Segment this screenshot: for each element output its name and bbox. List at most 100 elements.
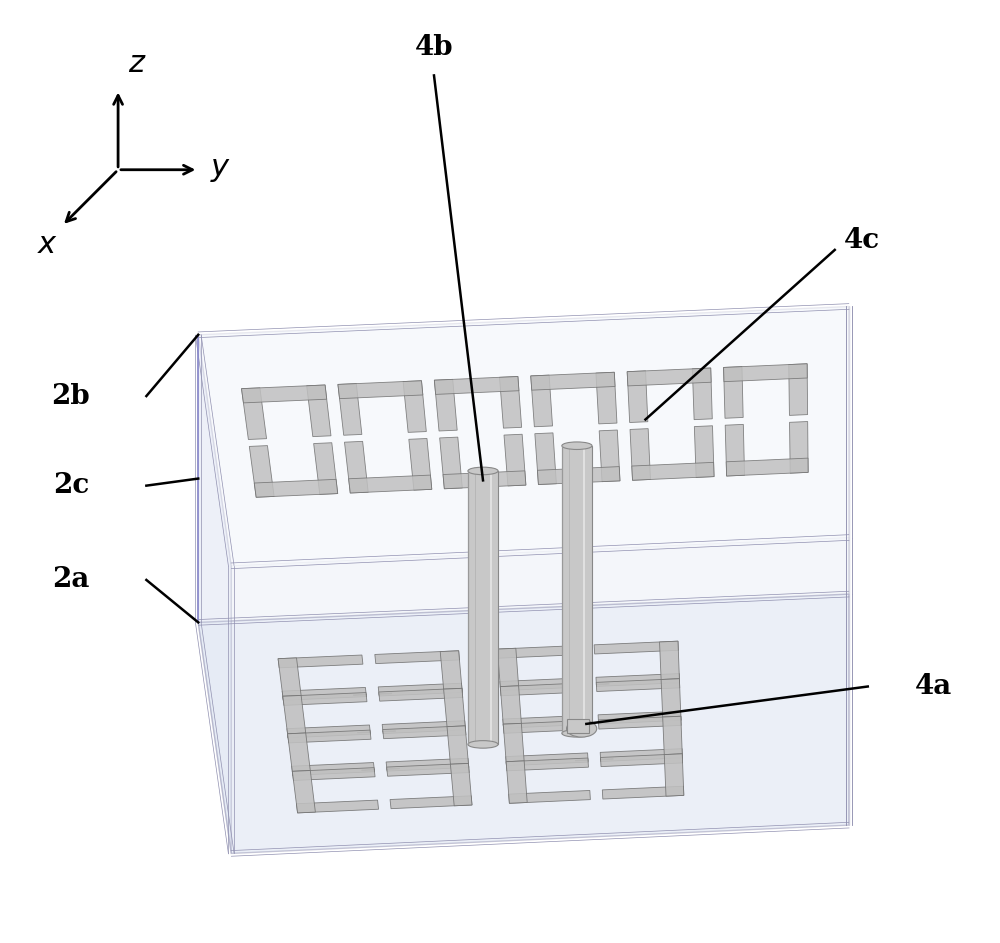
Polygon shape [283, 692, 367, 705]
Polygon shape [292, 768, 375, 781]
Polygon shape [444, 688, 466, 731]
Polygon shape [663, 717, 682, 758]
Polygon shape [598, 721, 611, 722]
Polygon shape [198, 306, 849, 622]
Polygon shape [627, 368, 711, 386]
Polygon shape [358, 732, 370, 733]
Polygon shape [288, 730, 371, 743]
Polygon shape [531, 375, 553, 427]
Polygon shape [600, 749, 682, 762]
Polygon shape [440, 438, 462, 488]
Polygon shape [503, 720, 586, 734]
Ellipse shape [567, 720, 597, 737]
Polygon shape [242, 385, 327, 403]
Ellipse shape [468, 467, 498, 474]
Polygon shape [497, 648, 519, 690]
Text: $y$: $y$ [210, 156, 231, 184]
Ellipse shape [562, 442, 592, 450]
Polygon shape [602, 786, 684, 799]
Polygon shape [573, 722, 586, 723]
Polygon shape [790, 422, 808, 473]
Polygon shape [596, 372, 617, 424]
Text: 4b: 4b [415, 34, 453, 61]
Polygon shape [504, 434, 526, 486]
Polygon shape [694, 425, 714, 477]
Polygon shape [594, 641, 678, 654]
Polygon shape [567, 720, 589, 734]
Polygon shape [596, 673, 680, 687]
Polygon shape [531, 372, 615, 390]
Text: $z$: $z$ [128, 49, 146, 78]
Polygon shape [600, 753, 683, 767]
Text: 2a: 2a [52, 567, 90, 593]
Polygon shape [375, 651, 459, 664]
Polygon shape [632, 462, 714, 480]
Polygon shape [282, 687, 366, 701]
Polygon shape [599, 430, 620, 482]
Polygon shape [450, 764, 472, 806]
Polygon shape [292, 763, 375, 775]
Polygon shape [403, 381, 426, 433]
Polygon shape [443, 471, 526, 488]
Polygon shape [383, 726, 466, 738]
Polygon shape [500, 678, 584, 690]
Polygon shape [314, 443, 338, 494]
Polygon shape [249, 446, 274, 497]
Polygon shape [468, 471, 498, 744]
Polygon shape [630, 429, 650, 480]
Polygon shape [378, 684, 462, 696]
Polygon shape [575, 760, 588, 761]
Polygon shape [601, 758, 613, 760]
Text: 2b: 2b [51, 383, 90, 409]
Polygon shape [338, 384, 362, 436]
Polygon shape [409, 438, 432, 490]
Polygon shape [362, 769, 374, 770]
Polygon shape [503, 716, 586, 728]
Polygon shape [500, 376, 522, 428]
Polygon shape [242, 388, 267, 439]
Polygon shape [231, 538, 849, 853]
Polygon shape [509, 790, 590, 803]
Polygon shape [198, 335, 231, 853]
Polygon shape [724, 364, 807, 382]
Polygon shape [537, 467, 620, 485]
Polygon shape [387, 764, 469, 776]
Polygon shape [500, 683, 584, 696]
Polygon shape [254, 479, 338, 497]
Polygon shape [349, 475, 432, 493]
Text: $x$: $x$ [37, 230, 58, 259]
Polygon shape [692, 368, 712, 420]
Polygon shape [434, 379, 457, 431]
Polygon shape [307, 385, 331, 437]
Text: 4a: 4a [915, 673, 952, 700]
Polygon shape [278, 658, 302, 701]
Polygon shape [382, 720, 466, 734]
Polygon shape [386, 758, 469, 771]
Polygon shape [562, 446, 592, 734]
Polygon shape [506, 753, 588, 766]
Polygon shape [627, 371, 648, 422]
Polygon shape [506, 761, 527, 803]
Polygon shape [296, 800, 379, 813]
Polygon shape [353, 694, 366, 695]
Polygon shape [434, 376, 519, 394]
Polygon shape [506, 758, 588, 770]
Polygon shape [660, 641, 680, 684]
Polygon shape [503, 723, 524, 766]
Polygon shape [440, 651, 462, 693]
Polygon shape [383, 731, 396, 732]
Polygon shape [661, 679, 681, 721]
Polygon shape [283, 695, 306, 737]
Polygon shape [500, 686, 522, 728]
Polygon shape [789, 364, 808, 416]
Polygon shape [379, 688, 463, 702]
Polygon shape [535, 433, 556, 485]
Text: 2c: 2c [54, 472, 90, 499]
Polygon shape [571, 685, 584, 686]
Polygon shape [725, 424, 745, 476]
Polygon shape [596, 684, 609, 685]
Polygon shape [390, 796, 472, 809]
Polygon shape [287, 725, 370, 737]
Polygon shape [598, 711, 681, 724]
Polygon shape [664, 753, 684, 796]
